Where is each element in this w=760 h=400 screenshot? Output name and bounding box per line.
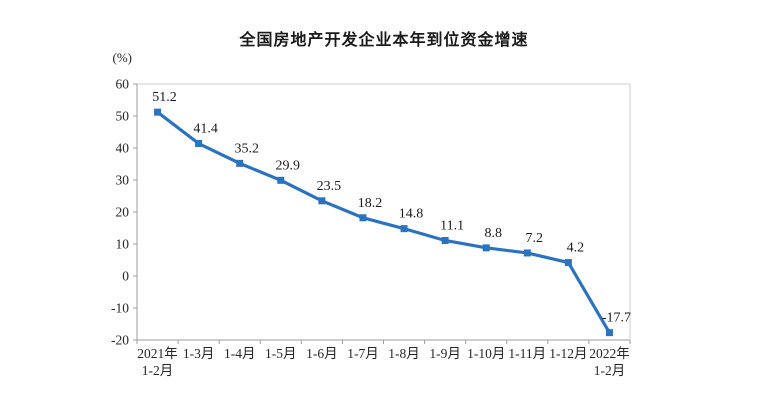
y-tick-label: 20: [116, 205, 130, 220]
x-tick-label: 2021年: [137, 346, 178, 361]
data-point-marker: [195, 140, 203, 148]
y-tick-label: 50: [116, 109, 130, 124]
y-tick-label: 30: [116, 173, 130, 188]
data-point-marker: [400, 225, 408, 233]
data-point-label: 8.8: [484, 226, 502, 241]
data-point-label: -17.7: [602, 311, 631, 326]
x-tick-label: 1-2月: [142, 363, 174, 378]
x-tick-label: 2022年: [589, 346, 630, 361]
y-tick-label: -20: [111, 333, 129, 348]
y-tick-label: -10: [111, 301, 129, 316]
y-tick-label: 60: [116, 77, 130, 92]
data-point-label: 14.8: [399, 207, 424, 222]
x-tick-label: 1-6月: [306, 346, 338, 361]
data-point-marker: [482, 244, 490, 252]
data-point-label: 4.2: [567, 241, 585, 256]
y-tick-label: 10: [116, 237, 130, 252]
x-tick-label: 1-5月: [265, 346, 297, 361]
data-point-marker: [236, 159, 244, 167]
x-tick-label: 1-11月: [508, 346, 546, 361]
data-point-marker: [441, 236, 449, 244]
data-point-label: 11.1: [440, 218, 464, 233]
data-point-marker: [605, 329, 613, 337]
data-point-label: 35.2: [234, 141, 259, 156]
y-axis-unit-label: (%): [112, 50, 133, 65]
chart-title: 全国房地产开发企业本年到位资金增速: [239, 32, 529, 49]
data-point-label: 51.2: [152, 90, 177, 105]
x-tick-label: 1-2月: [594, 363, 626, 378]
x-tick-label: 1-3月: [183, 346, 215, 361]
data-point-marker: [318, 197, 326, 205]
data-point-marker: [277, 176, 285, 184]
data-point-label: 23.5: [317, 179, 342, 194]
x-tick-label: 1-7月: [347, 346, 379, 361]
x-tick-label: 1-12月: [549, 346, 587, 361]
x-tick-label: 1-4月: [224, 346, 256, 361]
y-tick-label: 40: [116, 141, 130, 156]
x-tick-label: 1-10月: [467, 346, 505, 361]
data-point-label: 29.9: [276, 158, 301, 173]
data-point-marker: [523, 249, 531, 257]
data-point-label: 18.2: [358, 196, 383, 211]
data-point-marker: [564, 259, 572, 267]
data-point-marker: [154, 108, 162, 116]
data-point-label: 7.2: [526, 231, 544, 246]
data-point-label: 41.4: [193, 122, 218, 137]
x-tick-label: 1-9月: [429, 346, 461, 361]
x-tick-label: 1-8月: [388, 346, 420, 361]
series-line: [155, 110, 612, 335]
y-tick-label: 0: [122, 269, 129, 284]
data-point-marker: [359, 214, 367, 222]
